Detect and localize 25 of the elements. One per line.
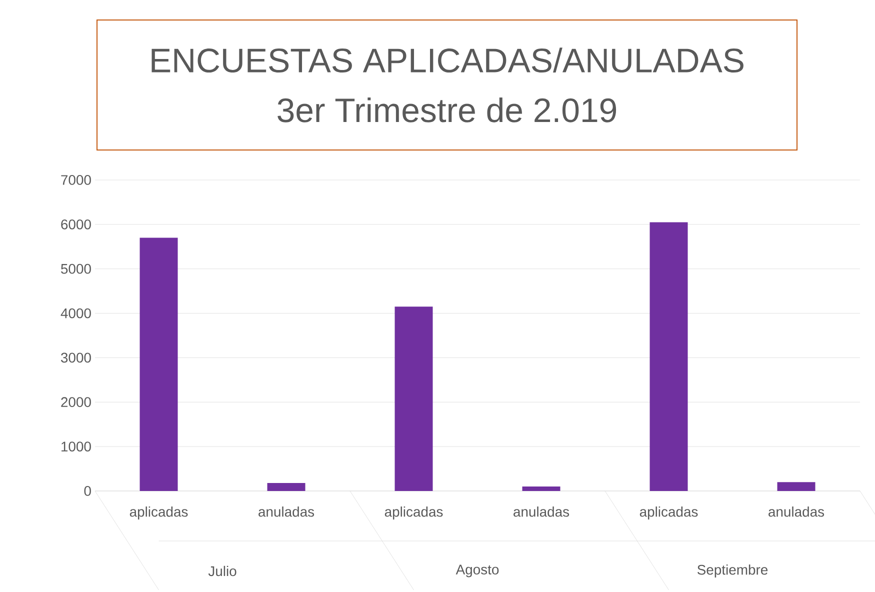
bar [140,238,178,491]
x-tick-label: anuladas [768,506,824,517]
chart-subtitle: 3er Trimestre de 2.019 [278,97,616,122]
y-tick-label: 2000 [61,397,91,408]
bar [267,482,306,491]
x-tick-label: anuladas [514,506,570,517]
chart-title: ENCUESTAS APLICADAS/ANULADAS [152,48,744,73]
x-tick-label: aplicadas [640,506,698,520]
text: Septiembre [697,564,768,578]
x-tick-label: aplicadas [384,506,443,520]
y-tick-label: 6000 [61,219,91,230]
y-tick-label: 1000 [62,442,91,452]
y-tick-label: 0 [84,486,91,496]
y-tick-label: 3000 [60,352,91,363]
x-tick-label: anuladas [258,506,314,517]
text: Agosto [456,564,499,578]
text: Julio [208,566,236,576]
y-tick-label: 4000 [60,308,91,318]
y-tick-label: 5000 [61,264,91,274]
bar [394,306,433,491]
bar [777,482,816,491]
x-tick-label: aplicadas [130,506,188,520]
bar [522,486,560,491]
bar [650,222,688,491]
y-tick-label: 7000 [61,175,91,185]
